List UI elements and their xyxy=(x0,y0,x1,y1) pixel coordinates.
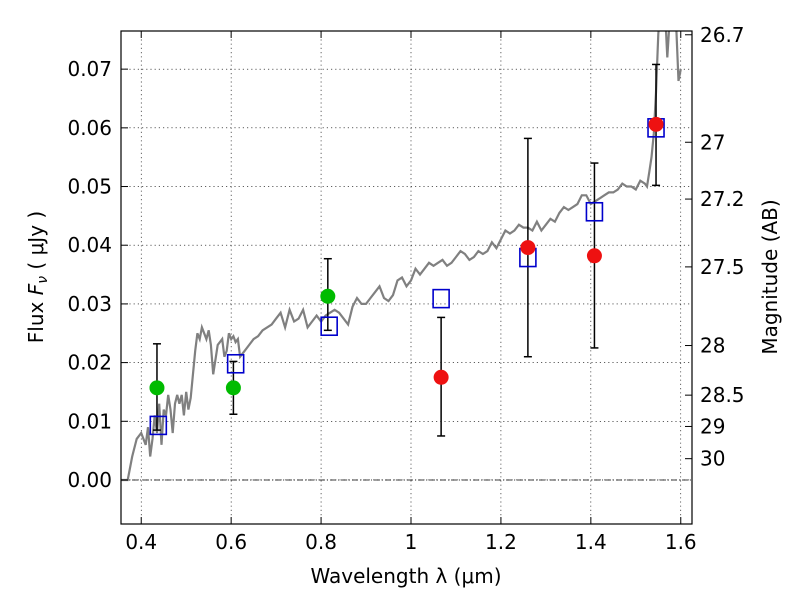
red-point-marker xyxy=(433,369,449,385)
y-tick-label: 0.01 xyxy=(67,409,112,433)
x-tick-label: 1.4 xyxy=(575,530,607,554)
x-tick-label: 0.4 xyxy=(125,530,157,554)
model-spectrum-line xyxy=(121,31,682,482)
mag-tick-label: 28 xyxy=(700,334,725,358)
y-tick-label: 0.05 xyxy=(67,175,112,199)
red-point-marker xyxy=(520,240,536,256)
green-point-marker xyxy=(320,288,336,304)
y-tick-label: 0.04 xyxy=(67,233,112,257)
red-point-marker xyxy=(648,116,664,132)
green-point-marker xyxy=(149,380,165,396)
mag-tick-label: 27.5 xyxy=(700,255,745,279)
y-tick-label: 0.07 xyxy=(67,57,112,81)
y-tick-label: 0.06 xyxy=(67,116,112,140)
x-tick-label: 1.2 xyxy=(485,530,517,554)
y-axis-label-prefix: Flux xyxy=(24,295,48,343)
model-square-marker xyxy=(226,353,245,374)
mag-tick-label: 27.2 xyxy=(700,187,745,211)
y-axis-label-var: F xyxy=(24,283,48,295)
x-axis-label: Wavelength λ (μm) xyxy=(310,564,501,588)
plot-area xyxy=(121,31,692,482)
y-axis-label-sub: ν xyxy=(35,276,51,284)
right-axis-label: Magnitude (AB) xyxy=(758,199,782,354)
model-square-marker xyxy=(585,201,604,222)
y-axis-label: Flux Fν ( μJy ) xyxy=(24,211,51,343)
x-tick-label: 1 xyxy=(405,530,418,554)
mag-tick-label: 27 xyxy=(700,130,725,154)
model-square-marker xyxy=(149,415,168,436)
mag-tick-label: 28.5 xyxy=(700,383,745,407)
mag-tick-label: 26.7 xyxy=(700,23,745,47)
axis-ticks: 0.4 0.6 0.8 1 1.2 1.4 1.6 0.00 0.01 0.02 0.03 0.04 0… xyxy=(67,23,744,554)
x-tick-label: 0.8 xyxy=(305,530,337,554)
mag-tick-label: 30 xyxy=(700,447,725,471)
x-tick-label: 0.6 xyxy=(215,530,247,554)
green-point-marker xyxy=(225,380,241,396)
x-tick-label: 1.6 xyxy=(665,530,697,554)
y-tick-label: 0.00 xyxy=(67,468,112,492)
grid-lines xyxy=(121,31,692,524)
y-tick-label: 0.03 xyxy=(67,292,112,316)
y-axis-label-unit: ( μJy ) xyxy=(24,211,48,276)
model-square-marker xyxy=(320,316,338,337)
plot-frame xyxy=(120,30,693,525)
mag-tick-label: 29 xyxy=(700,414,725,438)
red-point-marker xyxy=(586,248,602,264)
y-tick-label: 0.02 xyxy=(67,351,112,375)
model-square-marker xyxy=(432,288,450,309)
